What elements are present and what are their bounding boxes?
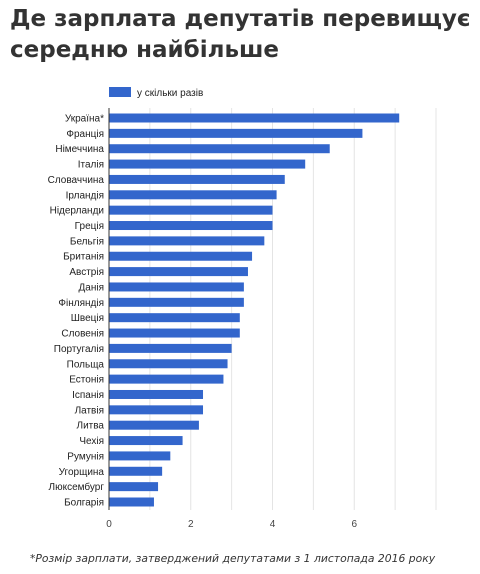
category-label: Фінляндія: [58, 298, 104, 309]
category-label: Швеція: [71, 313, 104, 324]
bar: [109, 144, 330, 154]
x-tick-label: 2: [188, 519, 194, 530]
bar: [109, 251, 253, 261]
bar: [109, 190, 277, 200]
bar: [109, 236, 265, 246]
bar: [109, 128, 363, 138]
legend-swatch: [109, 87, 131, 97]
category-label: Литва: [77, 421, 105, 432]
bar: [109, 174, 285, 184]
category-label: Британія: [63, 252, 104, 263]
bar: [109, 466, 163, 476]
category-label: Україна*: [65, 114, 104, 125]
category-label: Німеччина: [55, 144, 104, 155]
category-label: Словаччина: [48, 175, 105, 186]
bar: [109, 313, 240, 323]
x-tick-label: 6: [351, 519, 357, 530]
footnote: *Розмір зарплати, затверджений депутатам…: [30, 552, 436, 565]
title-line-2: середню найбільше: [10, 37, 280, 63]
bar: [109, 221, 273, 231]
category-label: Латвія: [75, 405, 104, 416]
bar: [109, 482, 159, 492]
bar: [109, 328, 240, 338]
category-label: Греція: [75, 221, 104, 232]
category-label: Італія: [78, 160, 104, 171]
category-label: Португалія: [54, 344, 104, 355]
bar: [109, 343, 232, 353]
category-label: Люксембург: [49, 481, 105, 493]
category-label: Іспанія: [72, 390, 104, 401]
title-line-1: Де зарплата депутатів перевищує: [10, 6, 471, 32]
category-label: Чехія: [79, 436, 104, 447]
category-label: Болгарія: [64, 498, 104, 509]
category-label: Данія: [79, 282, 105, 293]
bar: [109, 497, 154, 507]
bar: [109, 113, 400, 123]
bar: [109, 389, 204, 399]
category-label: Словенія: [61, 329, 104, 340]
category-label: Румунія: [67, 451, 104, 462]
bar: [109, 374, 224, 384]
bar: [109, 405, 204, 415]
x-tick-label: 0: [106, 519, 112, 530]
category-label: Австрія: [69, 267, 104, 278]
category-label: Естонія: [69, 375, 104, 386]
bar: [109, 436, 183, 446]
bar: [109, 420, 199, 430]
category-label: Нідерланди: [50, 206, 104, 217]
bar: [109, 205, 273, 215]
x-tick-label: 4: [270, 519, 276, 530]
bar: [109, 267, 248, 277]
category-label: Франція: [66, 129, 104, 140]
bar: [109, 159, 306, 169]
bar: [109, 451, 171, 461]
category-label: Ірландія: [66, 190, 104, 201]
category-label: Бельгія: [70, 236, 104, 247]
bar: [109, 282, 244, 292]
legend-label: у скільки разів: [137, 88, 203, 99]
chart-title: Де зарплата депутатів перевищує середню …: [10, 4, 475, 66]
bar: [109, 359, 228, 369]
bar: [109, 297, 244, 307]
category-label: Угорщина: [59, 467, 105, 478]
category-label: Польща: [67, 359, 105, 370]
